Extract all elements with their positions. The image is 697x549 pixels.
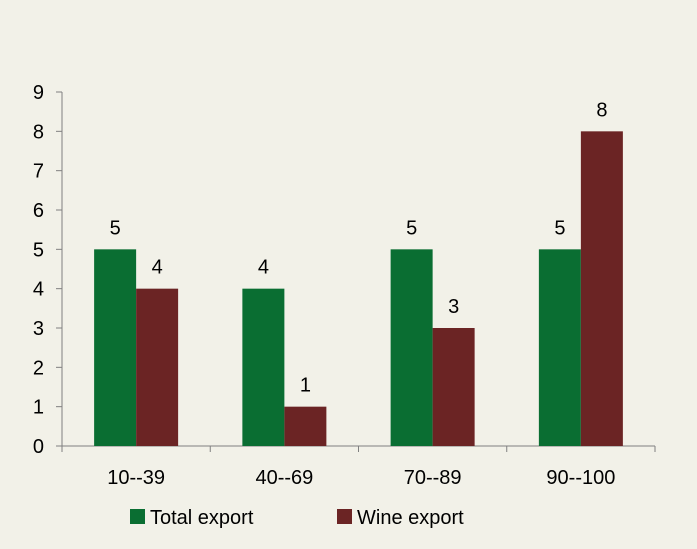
y-tick-label: 3 <box>33 318 44 340</box>
x-tick-label: 40--69 <box>255 467 313 489</box>
bar-total-export <box>390 249 433 446</box>
x-tick-label: 90--100 <box>546 467 615 489</box>
y-tick-label: 6 <box>33 200 44 222</box>
bar-wine-export <box>136 288 179 446</box>
y-tick-label: 7 <box>33 161 44 183</box>
data-label: 4 <box>152 257 163 279</box>
bar-wine-export <box>432 328 475 446</box>
y-tick-label: 1 <box>33 397 44 419</box>
data-label: 5 <box>406 217 417 239</box>
y-tick-label: 9 <box>33 82 44 104</box>
legend-label: Total export <box>150 507 254 529</box>
bar-wine-export <box>580 131 623 447</box>
axes: 0 1 2 3 4 5 6 7 8 9 10--39 40--69 70--89 90--100 <box>33 82 656 489</box>
data-label: 8 <box>596 99 607 121</box>
y-tick-label: 8 <box>33 121 44 143</box>
data-label: 5 <box>110 217 121 239</box>
x-tick-label: 70--89 <box>404 467 462 489</box>
data-label: 3 <box>448 296 459 318</box>
bar-total-export <box>94 249 137 446</box>
legend: Total export Wine export <box>130 507 464 529</box>
y-tick-label: 2 <box>33 357 44 379</box>
legend-swatch <box>337 509 352 524</box>
y-tick-label: 0 <box>33 436 44 458</box>
y-tick-label: 5 <box>33 239 44 261</box>
bar-total-export <box>538 249 581 446</box>
bar-total-export <box>242 288 285 446</box>
x-tick-label: 10--39 <box>107 467 165 489</box>
data-labels: 5 4 4 1 5 3 5 8 <box>110 99 608 396</box>
legend-label: Wine export <box>357 507 464 529</box>
data-label: 4 <box>258 257 269 279</box>
data-label: 1 <box>300 375 311 397</box>
bar-wine-export <box>284 406 327 446</box>
bars <box>94 131 623 447</box>
data-label: 5 <box>554 217 565 239</box>
legend-swatch <box>130 509 145 524</box>
y-tick-label: 4 <box>33 279 44 301</box>
